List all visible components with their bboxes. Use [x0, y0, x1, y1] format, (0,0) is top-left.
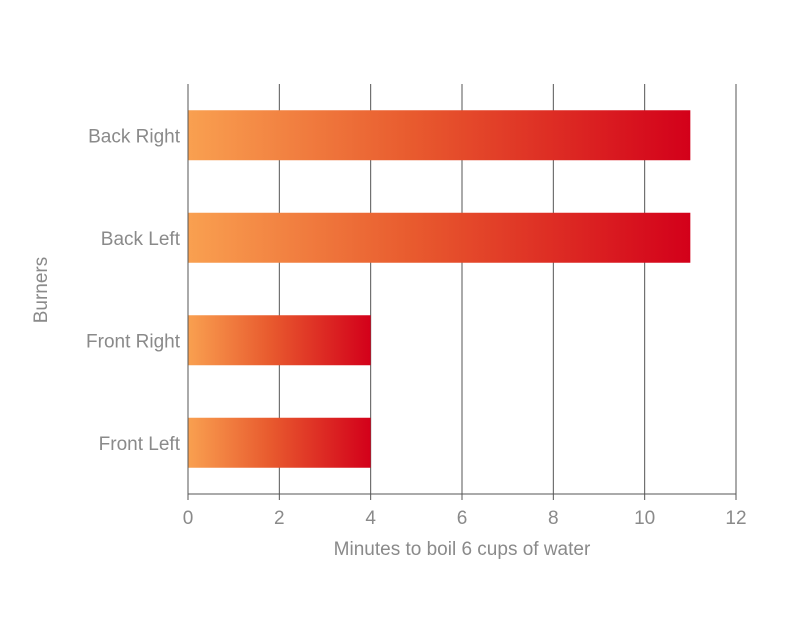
x-tick-label-2: 2 [274, 508, 285, 529]
axis-layer [187, 84, 737, 500]
y-tick-label-back-right: Back Right [88, 126, 181, 147]
x-tick-label-4: 4 [365, 508, 376, 529]
bar-back-right [188, 110, 691, 161]
bar-layer [188, 110, 691, 468]
bar-front-right [188, 315, 371, 366]
x-tick-label-12: 12 [725, 508, 746, 529]
y-tick-label-front-left: Front Left [99, 434, 181, 455]
bar-front-left [188, 417, 371, 468]
x-tick-label-10: 10 [634, 508, 655, 529]
bar-back-left [188, 212, 691, 263]
y-tick-label-front-right: Front Right [86, 331, 181, 352]
x-tick-label-8: 8 [548, 508, 559, 529]
label-layer: Minutes to boil 6 cups of water Burners … [31, 126, 747, 560]
x-axis-title: Minutes to boil 6 cups of water [334, 539, 591, 560]
x-tick-label-0: 0 [183, 508, 194, 529]
y-tick-label-back-left: Back Left [101, 229, 181, 250]
x-tick-label-6: 6 [457, 508, 468, 529]
y-axis-title: Burners [31, 257, 52, 324]
